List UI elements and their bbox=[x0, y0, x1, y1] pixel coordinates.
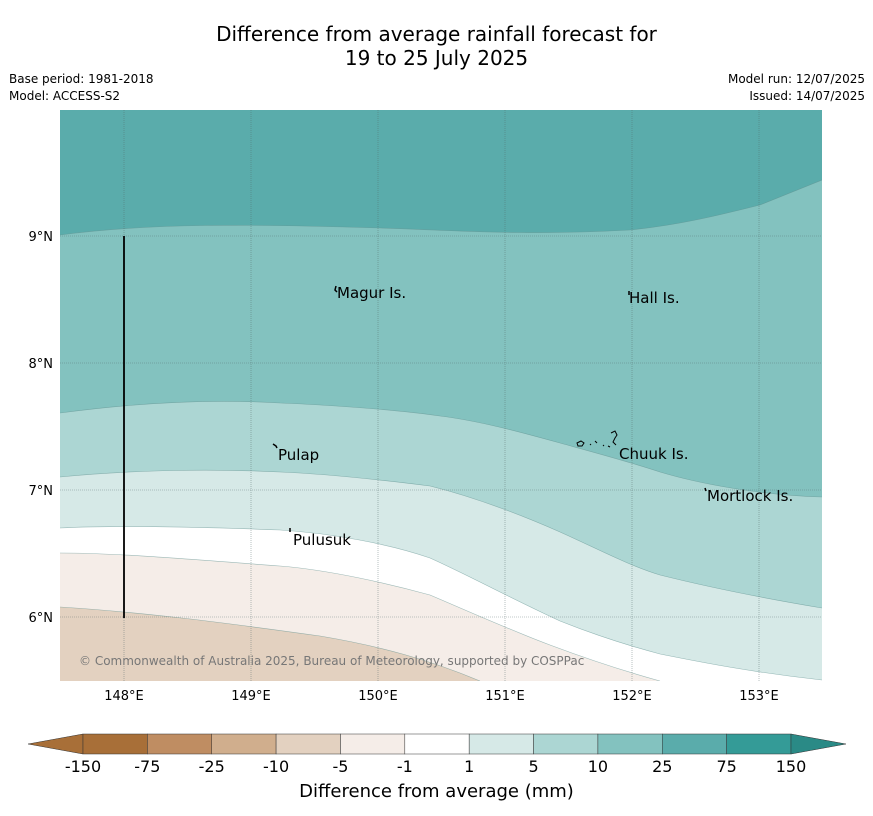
rainfall-zones: Magur Is. Hall Is. Pulap Chuuk Is. Mortl… bbox=[60, 110, 822, 681]
legend-swatch bbox=[340, 733, 406, 755]
lat-tick-label: 9°N bbox=[29, 230, 54, 245]
island-marker-icon bbox=[334, 285, 338, 293]
legend-tick-label: -25 bbox=[199, 757, 225, 776]
lat-tick-label: 8°N bbox=[29, 357, 54, 372]
longitude-labels: 148°E 149°E 150°E 151°E 152°E 153°E bbox=[104, 689, 779, 700]
legend-title: Difference from average (mm) bbox=[299, 781, 574, 802]
copyright-credit: © Commonwealth of Australia 2025, Bureau… bbox=[79, 654, 584, 668]
lon-tick-label: 149°E bbox=[231, 689, 271, 700]
legend-tick-label: -150 bbox=[65, 757, 101, 776]
legend-tick-label: 5 bbox=[528, 757, 538, 776]
legend-tick-label: -5 bbox=[332, 757, 348, 776]
contour-lines bbox=[60, 179, 822, 681]
issued-date: Issued: 14/07/2025 bbox=[749, 89, 865, 103]
legend-swatches bbox=[82, 733, 792, 755]
graticule bbox=[60, 110, 822, 681]
lat-tick-label: 7°N bbox=[29, 484, 54, 499]
legend-swatch bbox=[211, 733, 277, 755]
model-name: Model: ACCESS-S2 bbox=[9, 89, 121, 103]
lon-tick-label: 148°E bbox=[104, 689, 144, 700]
meta-right: Model run: 12/07/2025 Issued: 14/07/2025 bbox=[728, 71, 865, 105]
legend-swatch bbox=[597, 733, 663, 755]
legend-tick-label: 1 bbox=[464, 757, 474, 776]
legend-swatch bbox=[404, 733, 470, 755]
map-title: Difference from average rainfall forecas… bbox=[0, 22, 873, 70]
color-legend: -150 -75 -25 -10 -5 -1 1 5 10 25 75 150 bbox=[27, 733, 847, 776]
legend-swatch bbox=[662, 733, 727, 755]
legend-overflow-arrow bbox=[790, 733, 847, 755]
rainfall-map: Magur Is. Hall Is. Pulap Chuuk Is. Mortl… bbox=[29, 110, 822, 700]
place-label: Pulusuk bbox=[293, 531, 351, 549]
lon-tick-label: 152°E bbox=[612, 689, 652, 700]
legend-tick-label: 75 bbox=[716, 757, 736, 776]
place-label: Pulap bbox=[278, 446, 319, 464]
legend-underflow-arrow bbox=[27, 733, 84, 755]
place-label: Mortlock Is. bbox=[707, 487, 793, 505]
island-markers bbox=[272, 285, 707, 532]
lat-tick-label: 6°N bbox=[29, 611, 54, 626]
lon-tick-label: 150°E bbox=[358, 689, 398, 700]
latitude-labels: 9°N 8°N 7°N 6°N bbox=[29, 230, 54, 626]
title-line-1: Difference from average rainfall forecas… bbox=[216, 22, 657, 46]
place-label: Hall Is. bbox=[629, 289, 680, 307]
legend-swatch bbox=[275, 733, 341, 755]
island-cluster-icon bbox=[576, 430, 618, 448]
legend-swatch bbox=[147, 733, 212, 755]
lon-tick-label: 151°E bbox=[485, 689, 525, 700]
place-label: Magur Is. bbox=[337, 284, 406, 302]
legend-labels: -150 -75 -25 -10 -5 -1 1 5 10 25 75 150 bbox=[65, 757, 806, 776]
island-marker-icon bbox=[704, 487, 707, 492]
base-period: Base period: 1981-2018 bbox=[9, 72, 154, 86]
place-label: Chuuk Is. bbox=[619, 445, 688, 463]
legend-tick-label: 150 bbox=[776, 757, 807, 776]
lon-tick-label: 153°E bbox=[739, 689, 779, 700]
title-line-2: 19 to 25 July 2025 bbox=[344, 46, 529, 70]
legend-swatch bbox=[82, 733, 148, 755]
meta-left: Base period: 1981-2018 Model: ACCESS-S2 bbox=[9, 71, 154, 105]
legend-tick-label: -1 bbox=[397, 757, 413, 776]
model-run: Model run: 12/07/2025 bbox=[727, 72, 865, 86]
legend-swatch bbox=[468, 733, 534, 755]
legend-tick-label: 25 bbox=[652, 757, 672, 776]
zone-neg10-to-neg5 bbox=[60, 607, 480, 681]
legend-swatch bbox=[726, 733, 792, 755]
legend-tick-label: -75 bbox=[134, 757, 160, 776]
island-marker-icon bbox=[272, 443, 278, 449]
legend-swatch bbox=[533, 733, 599, 755]
legend-tick-label: -10 bbox=[263, 757, 289, 776]
legend-tick-label: 10 bbox=[588, 757, 608, 776]
